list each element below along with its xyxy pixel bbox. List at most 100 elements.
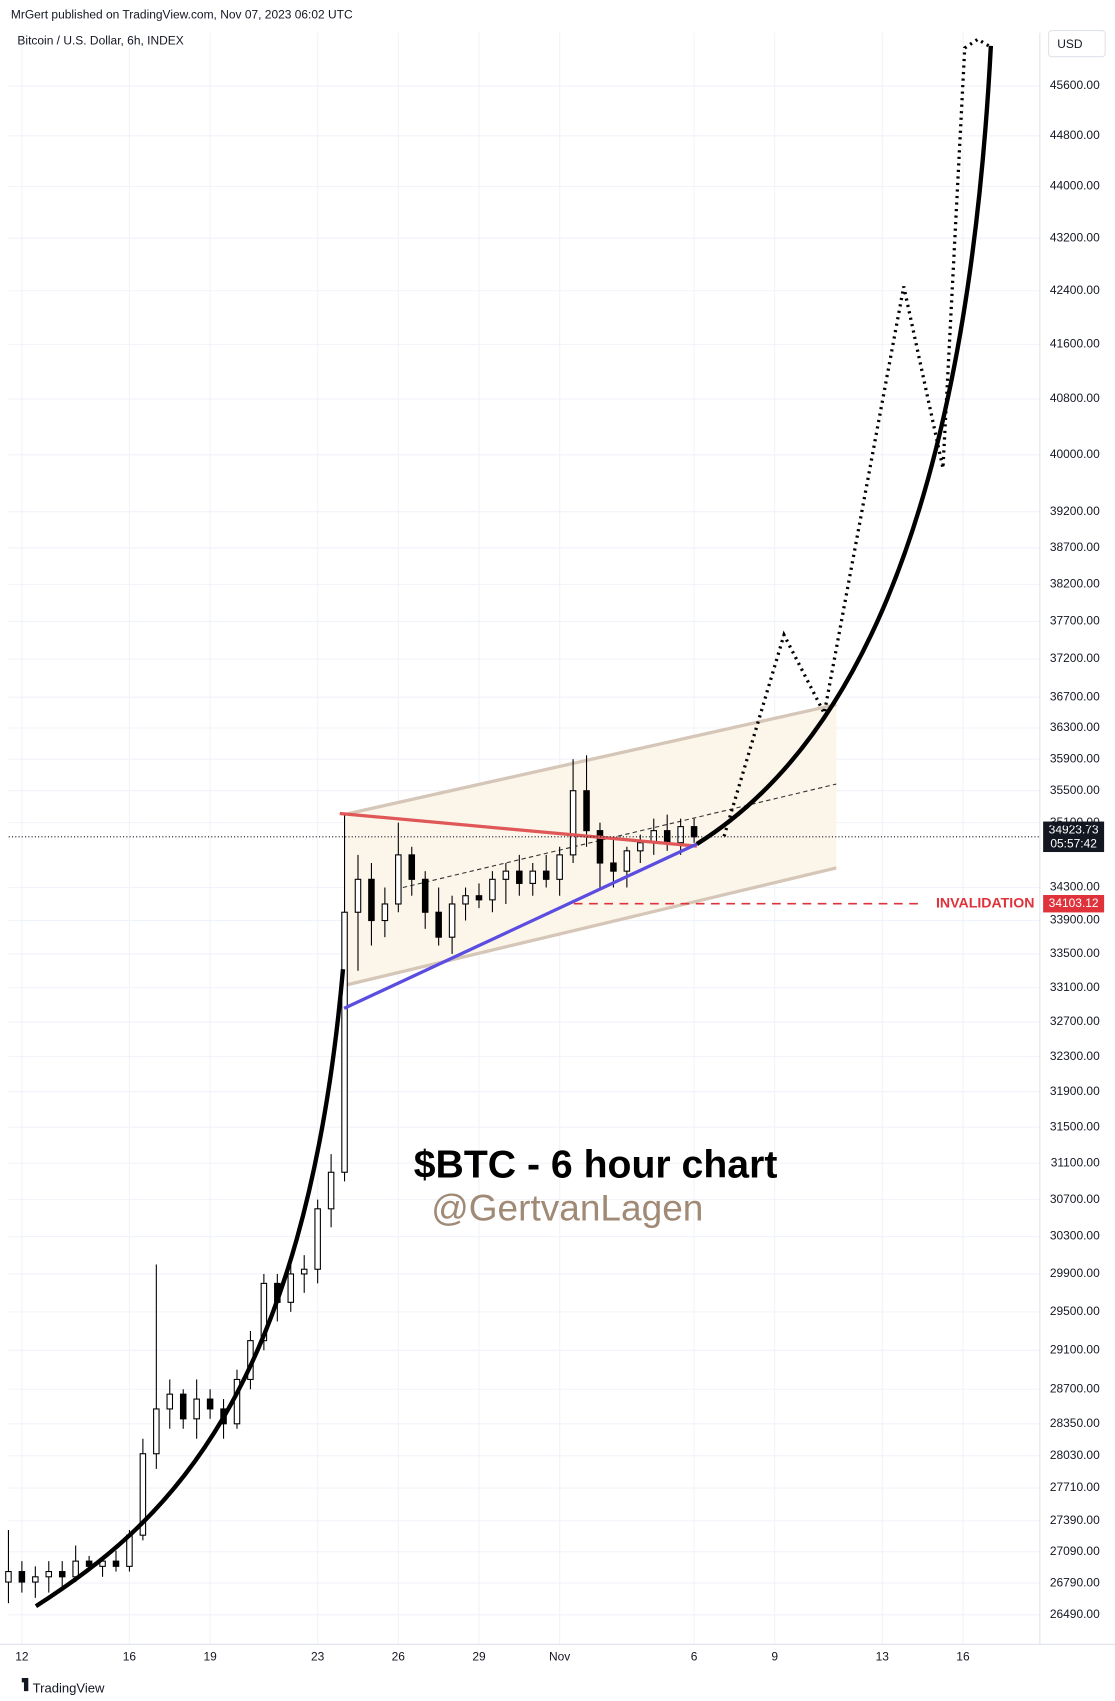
y-tick-label: 43200.00 (1050, 230, 1100, 244)
y-tick-label: 29500.00 (1050, 1304, 1100, 1318)
y-tick-label: 34300.00 (1050, 880, 1100, 894)
candles (5, 755, 698, 1604)
y-tick-label: 27710.00 (1050, 1480, 1100, 1494)
y-tick-label: 40000.00 (1050, 447, 1100, 461)
y-tick-label: 35100.00 (1050, 815, 1100, 829)
candle-body (529, 870, 537, 884)
y-tick-label: 29900.00 (1050, 1266, 1100, 1280)
y-tick-label: 27390.00 (1050, 1513, 1100, 1527)
candle-body (112, 1560, 120, 1567)
invalidation-text: INVALIDATION (936, 894, 1034, 910)
y-tick-label: 30700.00 (1050, 1192, 1100, 1206)
candle-body (314, 1208, 321, 1270)
y-tick-label: 27090.00 (1050, 1544, 1100, 1558)
x-tick-label: 9 (771, 1650, 778, 1664)
candle-body (179, 1393, 187, 1420)
candle-body (193, 1398, 200, 1420)
candle-body (583, 790, 590, 832)
candle-body (408, 854, 416, 880)
y-tick-label: 35500.00 (1050, 783, 1100, 797)
candle-body (610, 862, 617, 872)
channel-mid (402, 783, 837, 889)
candle-body (677, 826, 684, 844)
candle-body (45, 1571, 53, 1578)
y-tick-label: 37700.00 (1050, 614, 1100, 628)
y-tick-label: 32300.00 (1050, 1049, 1100, 1063)
candle-body (368, 878, 375, 922)
x-tick-label: 13 (876, 1650, 890, 1664)
currency-box[interactable] (1048, 30, 1106, 58)
candle-body (542, 870, 550, 880)
curve-right (695, 45, 994, 846)
x-tick-label: 16 (956, 1650, 970, 1664)
symbol: Bitcoin / U.S. Dollar, 6h, INDEX (17, 34, 183, 48)
y-tick-label: 39200.00 (1050, 504, 1100, 518)
x-tick-label: Nov (549, 1650, 570, 1664)
title: $BTC - 6 hour chart (414, 1144, 778, 1187)
y-tick-label: 37200.00 (1050, 651, 1100, 665)
candle-body (690, 826, 698, 838)
candle-body (623, 850, 631, 872)
candle-body (637, 842, 644, 852)
channel-fill (344, 704, 837, 986)
subtitle: @GertvanLagen (431, 1187, 703, 1229)
candle-body (58, 1571, 66, 1578)
header: MrGert published on TradingView.com, Nov… (11, 7, 353, 21)
x-tick-label: 26 (392, 1650, 406, 1664)
candle-body (139, 1453, 147, 1536)
candle-body (153, 1408, 160, 1455)
candle-body (287, 1273, 295, 1303)
candle-body (569, 790, 577, 856)
candle-body (18, 1571, 26, 1583)
y-tick-label: 38700.00 (1050, 540, 1100, 554)
y-tick-label: 41600.00 (1050, 337, 1100, 351)
candle-body (502, 870, 510, 880)
candle-body (327, 1171, 335, 1210)
resistance-line (339, 811, 698, 848)
y-tick-label: 31500.00 (1050, 1119, 1100, 1133)
candle-body (516, 870, 523, 884)
candle-body (5, 1571, 12, 1583)
candle-body (489, 878, 496, 901)
candle-body (206, 1398, 214, 1410)
y-tick-label: 29100.00 (1050, 1342, 1100, 1356)
channel-top (343, 702, 837, 817)
candle-body (556, 854, 563, 880)
candle-body (354, 878, 362, 913)
y-tick-label: 32700.00 (1050, 1014, 1100, 1028)
y-tick-label: 45600.00 (1050, 78, 1100, 92)
last-price-box (1043, 821, 1105, 853)
y-tick-label: 33100.00 (1050, 980, 1100, 994)
candle-body (341, 911, 348, 1173)
y-tick-label: 31900.00 (1050, 1084, 1100, 1098)
y-tick-label: 30300.00 (1050, 1229, 1100, 1243)
x-tick-label: 29 (472, 1650, 486, 1664)
candle-body (85, 1560, 93, 1567)
y-tick-label: 28700.00 (1050, 1381, 1100, 1395)
y-tick-label: 40800.00 (1050, 391, 1100, 405)
last-price: 34923.73 (1049, 822, 1099, 836)
candle-body (381, 903, 389, 922)
countdown: 05:57:42 (1050, 837, 1097, 851)
y-tick-label: 44800.00 (1050, 128, 1100, 142)
y-tick-label: 26790.00 (1050, 1575, 1100, 1589)
y-tick-label: 33500.00 (1050, 946, 1100, 960)
y-tick-label: 36300.00 (1050, 720, 1100, 734)
candle-body (395, 854, 402, 905)
currency[interactable]: USD (1057, 37, 1083, 51)
x-tick-label: 19 (203, 1650, 217, 1664)
x-tick-label: 23 (311, 1650, 325, 1664)
candle-body (32, 1576, 39, 1583)
candle-body (596, 830, 604, 864)
y-tick-label: 44000.00 (1050, 179, 1100, 193)
footer: TradingView (33, 1680, 105, 1695)
y-tick-label: 42400.00 (1050, 283, 1100, 297)
y-tick-label: 36700.00 (1050, 689, 1100, 703)
candle-body (72, 1560, 79, 1578)
candle-body (462, 895, 469, 905)
x-tick-label: 12 (15, 1650, 29, 1664)
tv-logo (13, 1678, 29, 1692)
x-tick-label: 6 (691, 1650, 698, 1664)
